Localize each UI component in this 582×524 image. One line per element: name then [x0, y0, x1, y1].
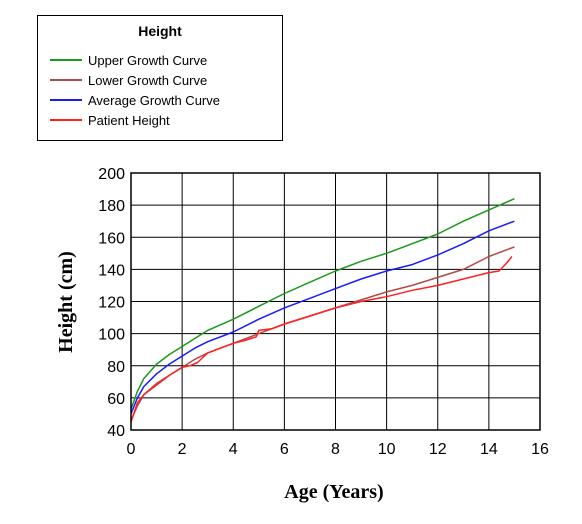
x-tick-label: 2: [178, 441, 187, 458]
legend-swatch-lower: [50, 79, 82, 81]
legend-swatch-patient: [50, 119, 82, 121]
y-tick-label: 200: [98, 166, 125, 183]
x-tick-label: 0: [127, 441, 136, 458]
x-tick-label: 12: [429, 441, 447, 458]
y-tick-label: 60: [107, 391, 125, 408]
average-growth-curve-line: [130, 220, 515, 415]
legend-item-upper-growth-curve: Upper Growth Curve: [50, 51, 207, 69]
x-tick-label: 10: [378, 441, 396, 458]
legend-label-upper: Upper Growth Curve: [88, 52, 208, 68]
chart-legend: Height Upper Growth Curve Lower Growth C…: [37, 15, 283, 141]
x-tick-label: 6: [280, 441, 289, 458]
y-tick-label: 140: [98, 262, 125, 279]
series-layer: [130, 198, 515, 423]
upper-growth-curve-line: [130, 198, 515, 410]
chart-grid: [130, 172, 541, 431]
plot-area-frame: [130, 172, 541, 431]
y-tick-label: 180: [98, 198, 125, 215]
x-axis-label: Age (Years): [284, 481, 383, 503]
x-tick-label: 8: [331, 441, 340, 458]
y-tick-label: 80: [107, 359, 125, 376]
legend-item-lower-growth-curve: Lower Growth Curve: [50, 71, 207, 89]
legend-title: Height: [138, 23, 182, 39]
legend-item-patient-height: Patient Height: [50, 111, 170, 129]
legend-swatch-average: [50, 99, 82, 101]
legend-label-patient: Patient Height: [88, 112, 170, 128]
y-tick-label: 160: [98, 230, 125, 247]
y-axis-label: Height (cm): [55, 251, 77, 353]
legend-label-average: Average Growth Curve: [88, 92, 220, 108]
legend-item-average-growth-curve: Average Growth Curve: [50, 91, 220, 109]
y-tick-label: 40: [107, 423, 125, 440]
y-tick-label: 120: [98, 295, 125, 312]
legend-label-lower: Lower Growth Curve: [88, 72, 208, 88]
patient-height-line: [130, 256, 513, 423]
y-tick-label: 100: [98, 327, 125, 344]
tick-labels: 0 2 4 6 8 10 12 14 16 40 60 80 100 120 140 160 180 200: [98, 166, 549, 458]
x-tick-label: 16: [531, 441, 549, 458]
x-tick-label: 14: [480, 441, 498, 458]
x-tick-label: 4: [229, 441, 238, 458]
legend-swatch-upper: [50, 59, 82, 61]
